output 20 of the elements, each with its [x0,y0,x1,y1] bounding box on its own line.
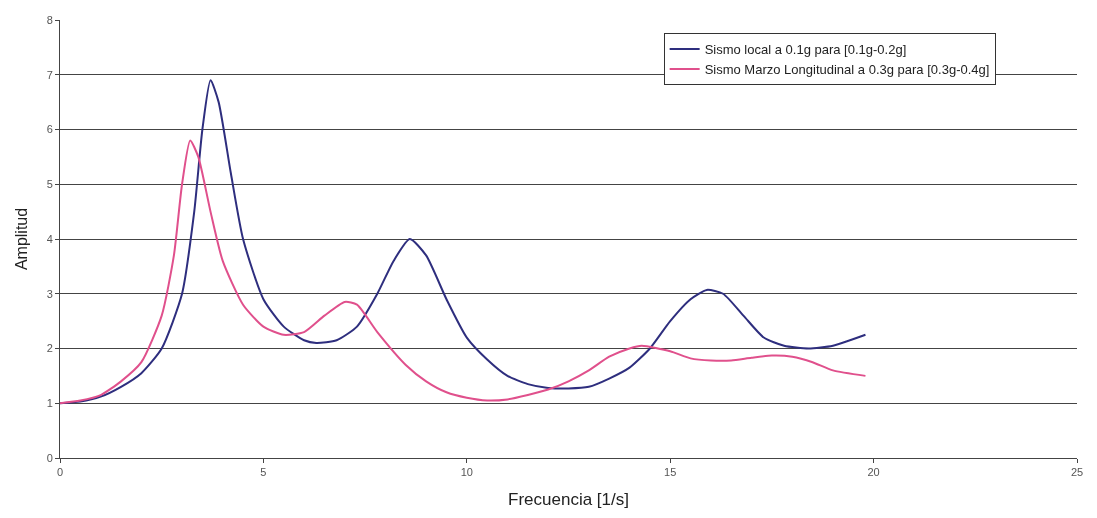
legend-label: Sismo Marzo Longitudinal a 0.3g para [0.3g-0.4g] [704,62,990,78]
line-series [60,139,867,405]
y-axis-title: Amplitud [12,207,30,271]
legend-label: Sismo local a 0.1g para [0.1g-0.2g] [704,42,907,58]
x-tick-label: 10 [460,466,473,479]
y-tick-label: 5 [46,178,53,191]
x-axis-title: Frecuencia [1/s] [508,489,629,509]
y-tick-label: 2 [46,342,53,355]
y-tick-label: 4 [46,232,53,245]
x-tick-label: 20 [867,466,880,479]
y-tick-label: 3 [46,287,53,300]
x-tick-label: 0 [56,466,64,479]
y-tick-label: 7 [46,68,53,81]
y-tick-label: 8 [46,13,53,26]
x-tick-label: 25 [1070,466,1084,479]
y-tick-label: 6 [46,123,53,136]
y-tick-label: 0 [46,451,53,464]
x-tick-label: 15 [664,466,677,479]
x-tick-label: 5 [260,466,267,479]
y-tick-label: 1 [46,397,53,410]
